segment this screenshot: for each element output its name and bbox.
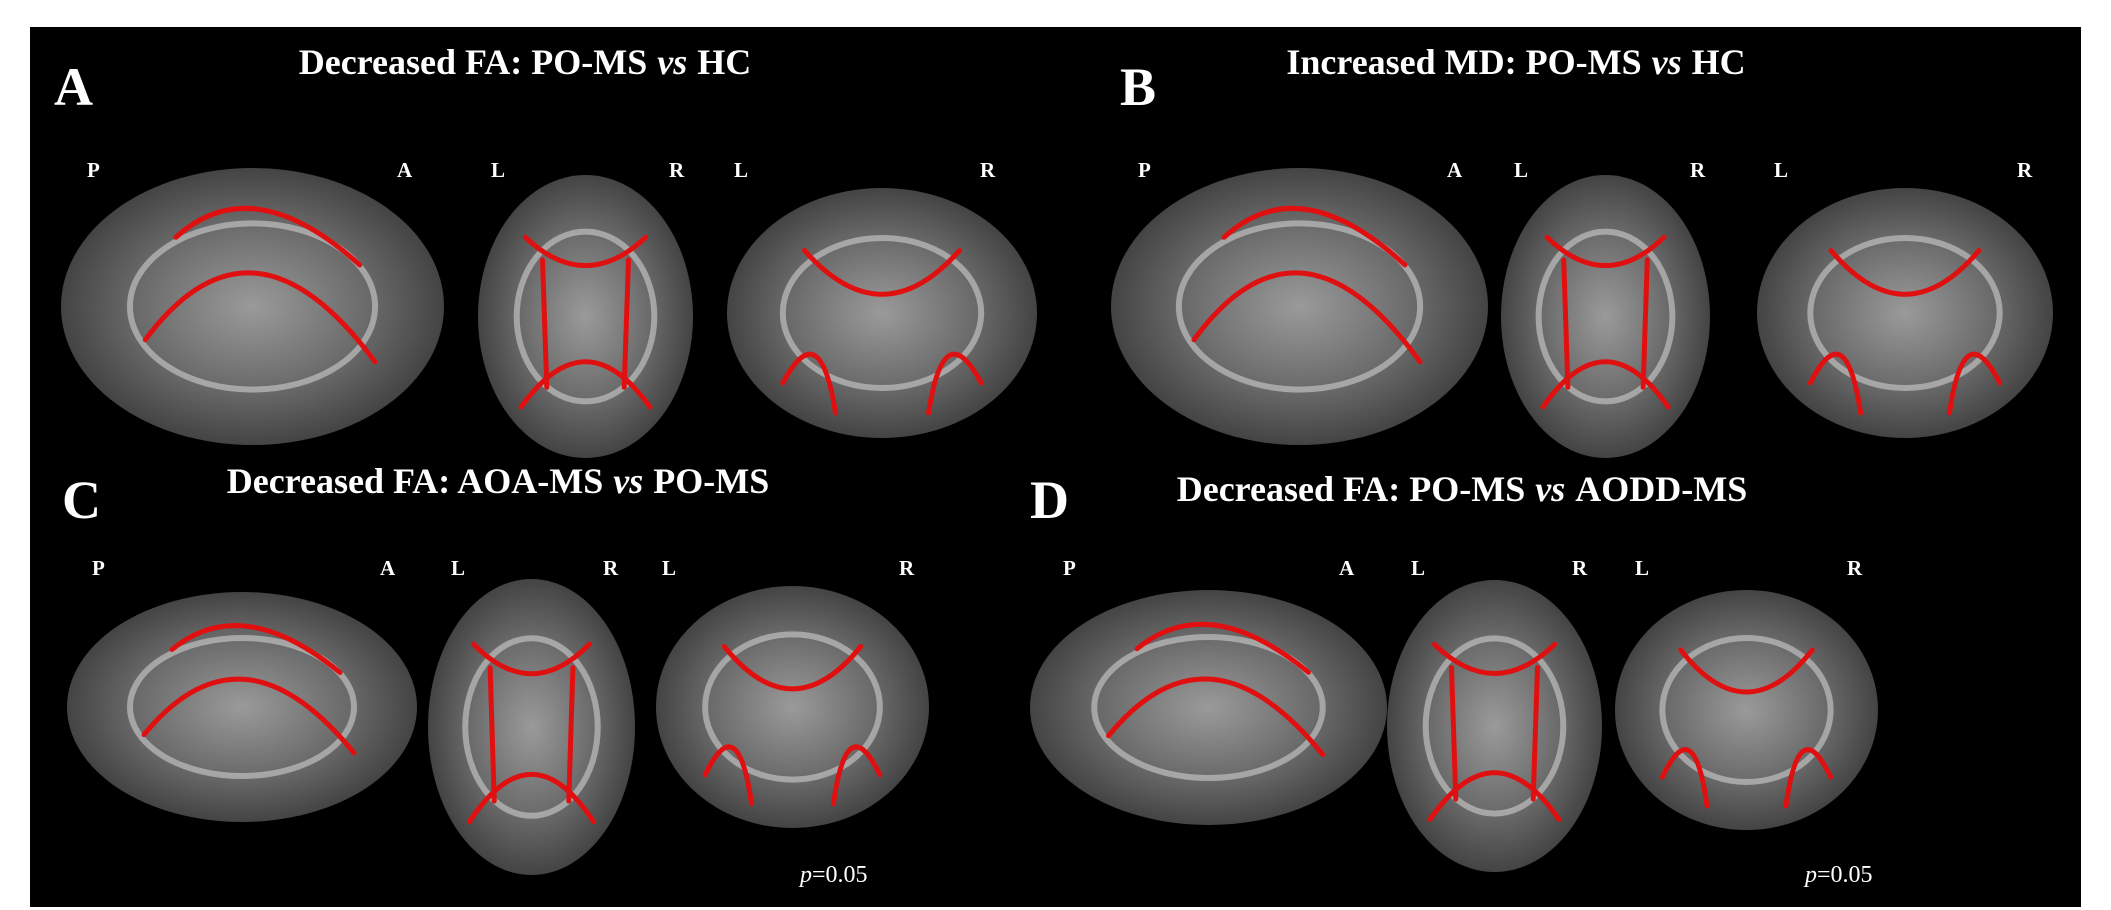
title-part: Decreased FA: PO-MS — [299, 42, 648, 82]
orientation-label: R — [899, 556, 915, 580]
brain-slice — [61, 168, 444, 445]
orientation-label: P — [92, 556, 105, 580]
orientation-label: L — [1774, 158, 1788, 182]
orientation-label: L — [662, 556, 676, 580]
threshold-symbol: p — [1803, 862, 1817, 888]
threshold-label: p=0.05 — [798, 862, 868, 888]
orientation-label: A — [397, 158, 413, 182]
title-part: vs — [613, 461, 643, 501]
panel-letter: D — [1030, 470, 1069, 530]
title-part: Decreased FA: AOA-MS — [227, 461, 604, 501]
page: ADecreased FA: PO-MSvsHCPALRLRBIncreased… — [0, 0, 2111, 910]
orientation-label: A — [380, 556, 396, 580]
orientation-label: L — [451, 556, 465, 580]
title-part: Decreased FA: PO-MS — [1177, 469, 1526, 509]
title-part: vs — [1652, 42, 1682, 82]
brain-tissue — [1387, 580, 1602, 872]
brain-slice — [727, 188, 1037, 438]
brain-slice — [478, 175, 693, 458]
figure: ADecreased FA: PO-MSvsHCPALRLRBIncreased… — [0, 0, 2111, 910]
orientation-label: R — [2017, 158, 2033, 182]
title-part: HC — [697, 42, 751, 82]
brain-tissue — [1615, 590, 1878, 830]
threshold-label: p=0.05 — [1803, 862, 1873, 888]
brain-tissue — [478, 175, 693, 458]
orientation-label: A — [1339, 556, 1355, 580]
brain-slice — [1111, 168, 1488, 445]
orientation-label: L — [1635, 556, 1649, 580]
threshold-value: =0.05 — [812, 862, 868, 888]
brain-tissue — [1501, 175, 1710, 458]
brain-slice — [1615, 590, 1878, 830]
brain-slice — [67, 592, 417, 822]
title-part: vs — [657, 42, 687, 82]
orientation-label: R — [669, 158, 685, 182]
orientation-label: R — [1847, 556, 1863, 580]
brain-slice — [1387, 580, 1602, 872]
brain-tissue — [656, 586, 929, 828]
orientation-label: L — [1411, 556, 1425, 580]
orientation-label: L — [491, 158, 505, 182]
title-part: vs — [1535, 469, 1565, 509]
brain-tissue — [428, 579, 635, 875]
brain-slice — [1030, 590, 1387, 825]
orientation-label: R — [603, 556, 619, 580]
brain-slice — [1501, 175, 1710, 458]
orientation-label: P — [87, 158, 100, 182]
brain-slice — [428, 579, 635, 875]
title-part: Increased MD: PO-MS — [1286, 42, 1641, 82]
threshold-value: =0.05 — [1817, 862, 1873, 888]
panel-letter: B — [1120, 57, 1156, 117]
brain-tissue — [727, 188, 1037, 438]
brain-slice — [656, 586, 929, 828]
threshold-symbol: p — [798, 862, 812, 888]
brain-tissue — [1757, 188, 2053, 438]
brain-slice — [1757, 188, 2053, 438]
panel-letter: A — [54, 57, 93, 117]
orientation-label: R — [1572, 556, 1588, 580]
title-part: PO-MS — [653, 461, 769, 501]
orientation-label: A — [1447, 158, 1463, 182]
orientation-label: P — [1138, 158, 1151, 182]
title-part: HC — [1692, 42, 1746, 82]
title-part: AODD-MS — [1575, 469, 1747, 509]
orientation-label: L — [734, 158, 748, 182]
orientation-label: R — [980, 158, 996, 182]
orientation-label: R — [1690, 158, 1706, 182]
panel-letter: C — [62, 470, 101, 530]
orientation-label: P — [1063, 556, 1076, 580]
orientation-label: L — [1514, 158, 1528, 182]
